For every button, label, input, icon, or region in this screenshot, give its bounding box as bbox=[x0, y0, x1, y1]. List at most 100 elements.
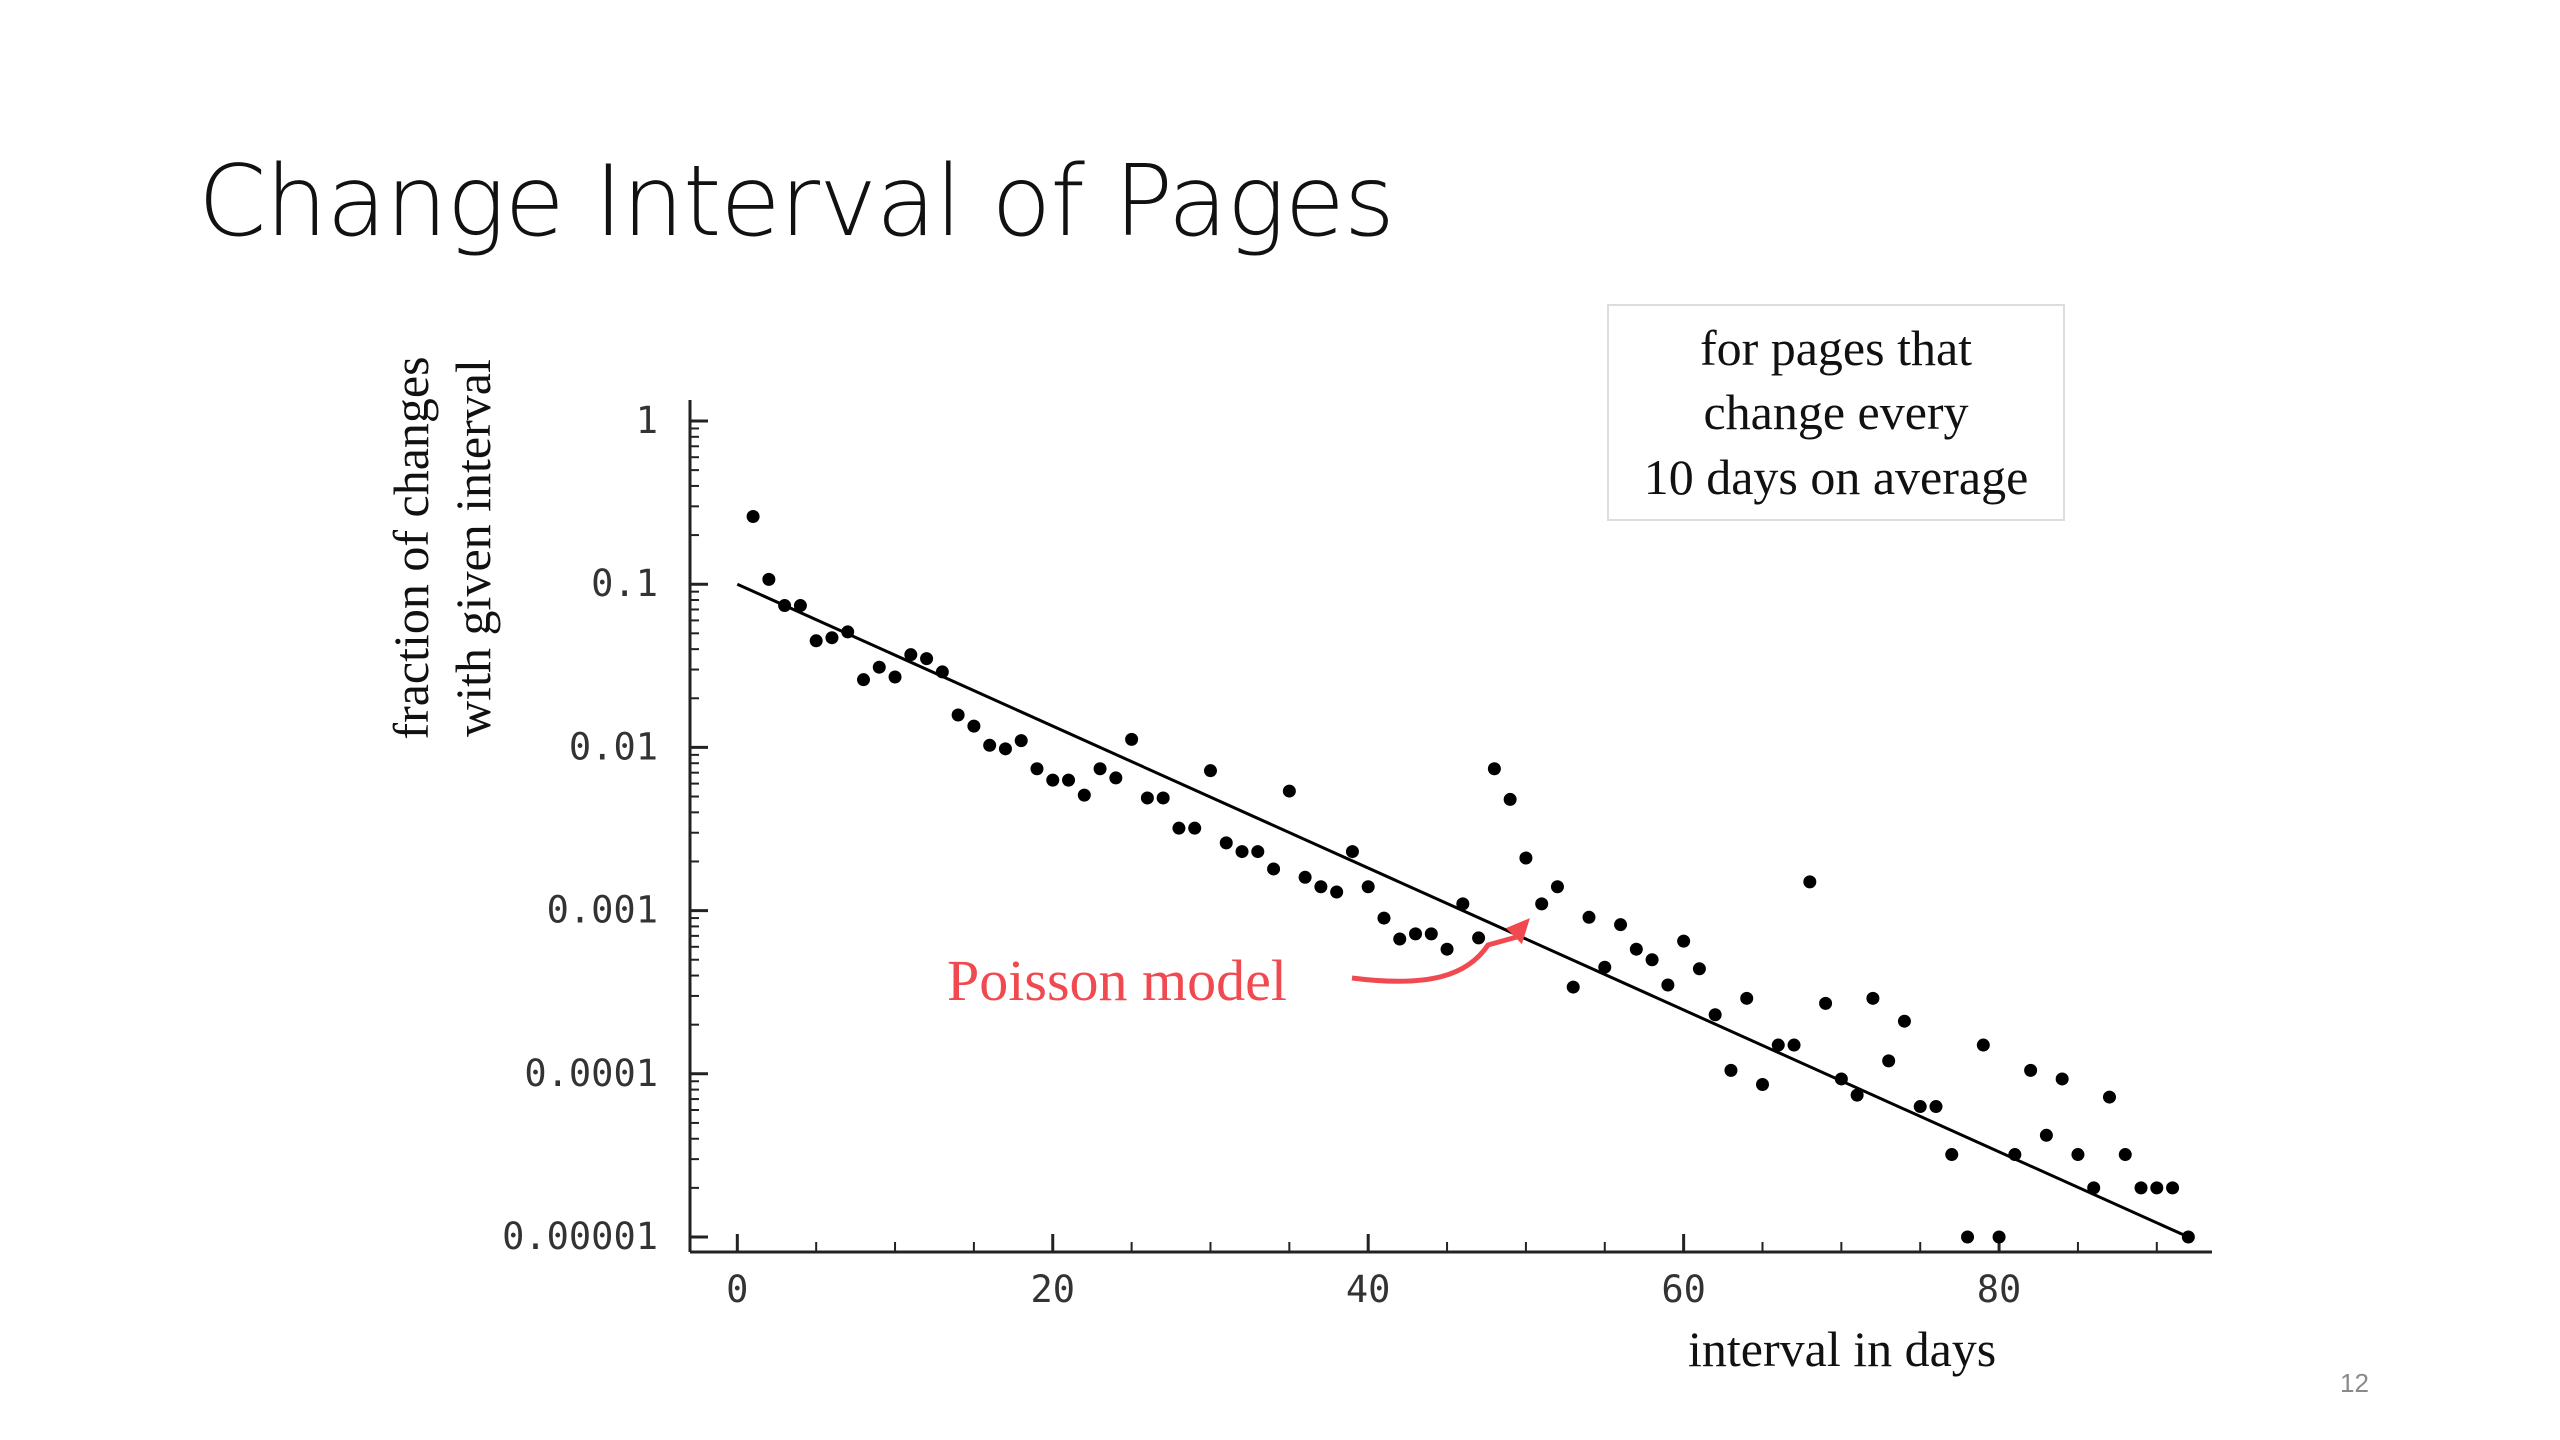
data-point bbox=[1409, 927, 1423, 941]
data-point bbox=[1976, 1038, 1990, 1052]
data-point bbox=[888, 670, 902, 684]
data-point bbox=[1188, 821, 1202, 835]
data-point bbox=[2008, 1148, 2022, 1162]
data-point bbox=[1535, 897, 1549, 911]
data-point bbox=[1345, 845, 1359, 859]
data-point bbox=[1550, 880, 1564, 894]
data-point bbox=[856, 673, 870, 687]
data-point bbox=[1093, 762, 1107, 776]
callout-arrow bbox=[1351, 933, 1521, 984]
data-point bbox=[1882, 1054, 1896, 1068]
y-tick-label: 0.01 bbox=[569, 725, 658, 768]
data-point bbox=[1755, 1077, 1769, 1091]
data-point bbox=[1077, 788, 1091, 802]
data-point bbox=[983, 738, 997, 752]
y-tick-label: 0.0001 bbox=[524, 1052, 658, 1095]
data-points bbox=[746, 509, 2195, 1244]
data-point bbox=[1677, 934, 1691, 948]
data-point bbox=[1487, 762, 1501, 776]
data-point bbox=[1661, 978, 1675, 992]
annotation-box-frame bbox=[1607, 304, 2065, 521]
poisson-callout: Poisson model bbox=[947, 918, 1530, 1013]
data-point bbox=[1929, 1100, 1943, 1114]
data-point bbox=[920, 652, 934, 666]
data-point bbox=[1125, 732, 1139, 746]
data-point bbox=[1740, 991, 1754, 1005]
y-axis-ticks: 1 0.1 0.01 0.001 0.0001 0.00001 bbox=[502, 399, 708, 1258]
data-point bbox=[1598, 960, 1612, 974]
data-point bbox=[1030, 762, 1044, 776]
x-axis-title: interval in days bbox=[1688, 1321, 1996, 1377]
x-tick-label: 60 bbox=[1661, 1268, 1706, 1311]
x-tick-label: 80 bbox=[1977, 1268, 2022, 1311]
data-point bbox=[951, 708, 965, 722]
data-point bbox=[1062, 773, 1076, 787]
y-tick-label: 0.001 bbox=[547, 889, 658, 932]
data-point bbox=[1803, 875, 1817, 889]
data-point bbox=[1361, 880, 1375, 894]
data-point bbox=[1582, 910, 1596, 924]
data-point bbox=[1156, 791, 1170, 805]
data-point bbox=[1866, 991, 1880, 1005]
data-point bbox=[1172, 821, 1186, 835]
data-point bbox=[1109, 771, 1123, 785]
x-tick-label: 40 bbox=[1346, 1268, 1391, 1311]
y-tick-label: 1 bbox=[636, 399, 658, 442]
data-point bbox=[1314, 880, 1328, 894]
data-point bbox=[2087, 1181, 2101, 1195]
data-point bbox=[1834, 1072, 1848, 1086]
data-point bbox=[1267, 862, 1281, 876]
data-point bbox=[1819, 996, 1833, 1010]
data-point bbox=[1203, 764, 1217, 778]
annotation-box: for pages that change every 10 days on a… bbox=[1607, 304, 2065, 521]
data-point bbox=[793, 599, 807, 613]
data-point bbox=[1629, 942, 1643, 956]
annotation-line-3: 10 days on average bbox=[1644, 449, 2029, 505]
annotation-line-2: change every bbox=[1703, 384, 1968, 440]
data-point bbox=[998, 742, 1012, 756]
data-point bbox=[872, 660, 886, 674]
data-point bbox=[2134, 1181, 2148, 1195]
x-axis-ticks: 0 20 40 60 80 bbox=[726, 1234, 2158, 1311]
x-tick-label: 0 bbox=[726, 1268, 748, 1311]
data-point bbox=[746, 509, 760, 523]
data-point bbox=[1645, 953, 1659, 967]
data-point bbox=[1472, 931, 1486, 945]
data-point bbox=[2150, 1181, 2164, 1195]
data-point bbox=[1456, 897, 1470, 911]
data-point bbox=[1282, 784, 1296, 798]
data-point bbox=[1850, 1088, 1864, 1102]
page-number: 12 bbox=[2340, 1368, 2369, 1398]
data-point bbox=[904, 648, 918, 662]
data-point bbox=[1235, 845, 1249, 859]
data-point bbox=[2181, 1230, 2195, 1244]
poisson-model-line bbox=[736, 582, 2189, 1239]
data-point bbox=[967, 719, 981, 733]
data-point bbox=[809, 634, 823, 648]
callout-label: Poisson model bbox=[947, 948, 1287, 1013]
data-point bbox=[1393, 932, 1407, 946]
data-point bbox=[1140, 791, 1154, 805]
model-line-group bbox=[736, 582, 2189, 1239]
data-point bbox=[1961, 1230, 1975, 1244]
y-axis-title: fraction of changes with given interval bbox=[383, 356, 501, 739]
data-point bbox=[1708, 1008, 1722, 1022]
data-point bbox=[762, 572, 776, 586]
data-point bbox=[1897, 1014, 1911, 1028]
callout-arrowhead bbox=[1505, 918, 1530, 945]
data-point bbox=[1440, 942, 1454, 956]
chart-axes bbox=[688, 400, 2212, 1254]
slide-title: Change Interval of Pages bbox=[198, 145, 1395, 259]
data-point bbox=[1046, 773, 1060, 787]
data-point bbox=[2071, 1148, 2085, 1162]
data-point bbox=[825, 631, 839, 645]
data-point bbox=[1298, 870, 1312, 884]
data-point bbox=[2118, 1148, 2132, 1162]
data-point bbox=[1519, 851, 1533, 865]
data-point bbox=[1330, 885, 1344, 899]
data-point bbox=[1219, 836, 1233, 850]
data-point bbox=[1251, 845, 1265, 859]
data-point bbox=[778, 599, 792, 613]
